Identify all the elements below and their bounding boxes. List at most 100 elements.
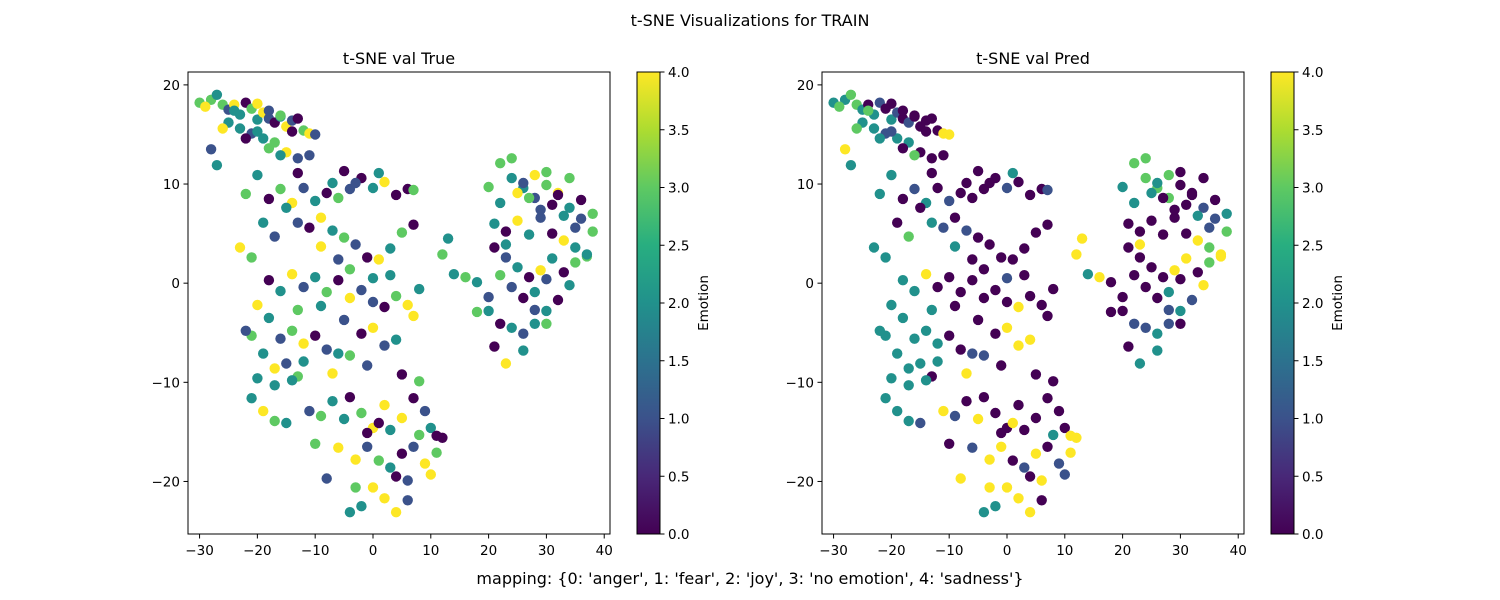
scatter-point xyxy=(1152,328,1163,339)
colorbar-tick-label: 1.5 xyxy=(668,354,689,370)
colorbar-tick-label: 2.5 xyxy=(1302,238,1323,254)
scatter-point xyxy=(961,177,972,189)
scatter-point xyxy=(275,183,286,195)
scatter-point xyxy=(897,275,909,286)
scatter-point xyxy=(252,114,263,125)
scatter-point xyxy=(315,300,327,312)
scatter-point xyxy=(558,267,569,278)
y-tick-label: −10 xyxy=(786,375,815,391)
scatter-point xyxy=(1053,458,1065,469)
scatter-point xyxy=(1204,222,1215,233)
scatter-point xyxy=(1042,393,1053,404)
scatter-point xyxy=(310,272,321,283)
scatter-point xyxy=(897,105,909,116)
scatter-point xyxy=(886,114,897,125)
scatter-point xyxy=(1024,290,1036,302)
scatter-point xyxy=(512,215,523,226)
scatter-point xyxy=(1181,228,1192,239)
scatter-point xyxy=(1146,215,1157,226)
scatter-point xyxy=(350,482,361,493)
scatter-point xyxy=(338,165,350,177)
scatter-point xyxy=(292,153,303,164)
scatter-point xyxy=(1030,448,1042,459)
scatter-point xyxy=(362,427,373,439)
scatter-point xyxy=(246,393,257,404)
scatter-point xyxy=(944,195,955,207)
scatter-point xyxy=(506,322,517,333)
scatter-point xyxy=(581,249,593,260)
scatter-point xyxy=(298,281,309,293)
scatter-point xyxy=(373,167,384,179)
scatter-point xyxy=(1215,249,1227,260)
scatter-point xyxy=(1140,322,1151,333)
scatter-point xyxy=(535,265,546,276)
colorbar-tick-label: 4.0 xyxy=(668,65,689,81)
scatter-point xyxy=(344,264,356,275)
scatter-point xyxy=(938,150,949,161)
scatter-point xyxy=(1007,254,1018,265)
scatter-points xyxy=(828,89,1232,518)
scatter-point xyxy=(1175,318,1186,329)
scatter-point xyxy=(1146,187,1157,199)
scatter-point xyxy=(489,218,500,229)
scatter-point xyxy=(246,252,257,263)
scatter-point xyxy=(275,333,286,344)
x-tick-label: 40 xyxy=(596,543,613,559)
scatter-point xyxy=(310,438,321,449)
scatter-point xyxy=(408,310,419,322)
scatter-point xyxy=(926,153,937,164)
colorbar-tick-label: 2.0 xyxy=(668,296,689,312)
scatter-point xyxy=(234,242,246,253)
scatter-point xyxy=(518,345,529,356)
scatter-point xyxy=(1198,280,1209,291)
scatter-point xyxy=(419,458,431,469)
scatter-point xyxy=(442,233,454,244)
scatter-point xyxy=(1175,305,1186,317)
scatter-point xyxy=(1175,179,1186,191)
scatter-point xyxy=(310,195,321,207)
scatter-point xyxy=(886,299,897,311)
scatter-point xyxy=(350,177,361,189)
scatter-point xyxy=(390,334,402,345)
scatter-point xyxy=(431,447,442,458)
scatter-point xyxy=(920,325,932,336)
scatter-point xyxy=(967,348,978,359)
scatter-point xyxy=(1152,345,1163,356)
scatter-point xyxy=(1140,153,1151,164)
scatter-point xyxy=(1198,172,1209,184)
scatter-point xyxy=(379,399,390,411)
scatter-point xyxy=(356,501,367,512)
scatter-point xyxy=(205,144,217,155)
scatter-point xyxy=(915,202,926,213)
scatter-point xyxy=(1065,447,1076,458)
scatter-point xyxy=(880,252,891,263)
scatter-point xyxy=(944,330,955,341)
panel-title: t-SNE val True xyxy=(343,49,455,68)
scatter-point xyxy=(1094,272,1105,283)
scatter-point xyxy=(356,284,367,296)
scatter-point xyxy=(1001,482,1013,493)
x-tick-label: −20 xyxy=(877,543,906,559)
scatter-point xyxy=(938,222,949,233)
scatter-point xyxy=(903,363,914,374)
scatter-point xyxy=(240,325,251,336)
scatter-point xyxy=(558,235,569,246)
scatter-point xyxy=(1186,189,1198,201)
scatter-point xyxy=(252,299,263,311)
y-tick-label: 20 xyxy=(797,78,814,94)
scatter-point xyxy=(321,187,332,199)
scatter-point xyxy=(897,312,909,324)
x-tick-label: 20 xyxy=(480,543,497,559)
scatter-point xyxy=(1157,229,1169,240)
y-axis: 20 10 0 −10 −20 xyxy=(786,78,822,490)
scatter-point xyxy=(373,455,384,466)
scatter-point xyxy=(333,442,344,453)
x-tick-label: −30 xyxy=(819,543,848,559)
scatter-point xyxy=(396,227,408,238)
scatter-point xyxy=(217,123,228,134)
scatter-point xyxy=(1042,184,1053,196)
scatter-point xyxy=(1036,495,1047,506)
scatter-point xyxy=(1059,422,1071,434)
scatter-point xyxy=(892,348,903,359)
scatter-point xyxy=(909,110,920,121)
